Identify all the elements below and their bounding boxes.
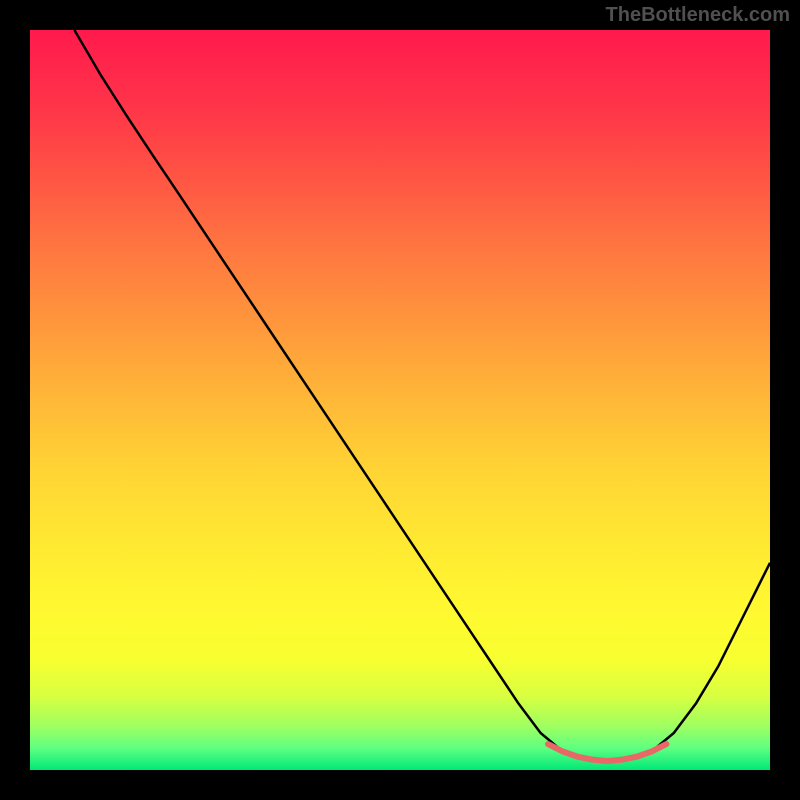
plot-area xyxy=(30,30,770,770)
chart-curve xyxy=(30,30,770,770)
watermark-text: TheBottleneck.com xyxy=(606,4,790,27)
